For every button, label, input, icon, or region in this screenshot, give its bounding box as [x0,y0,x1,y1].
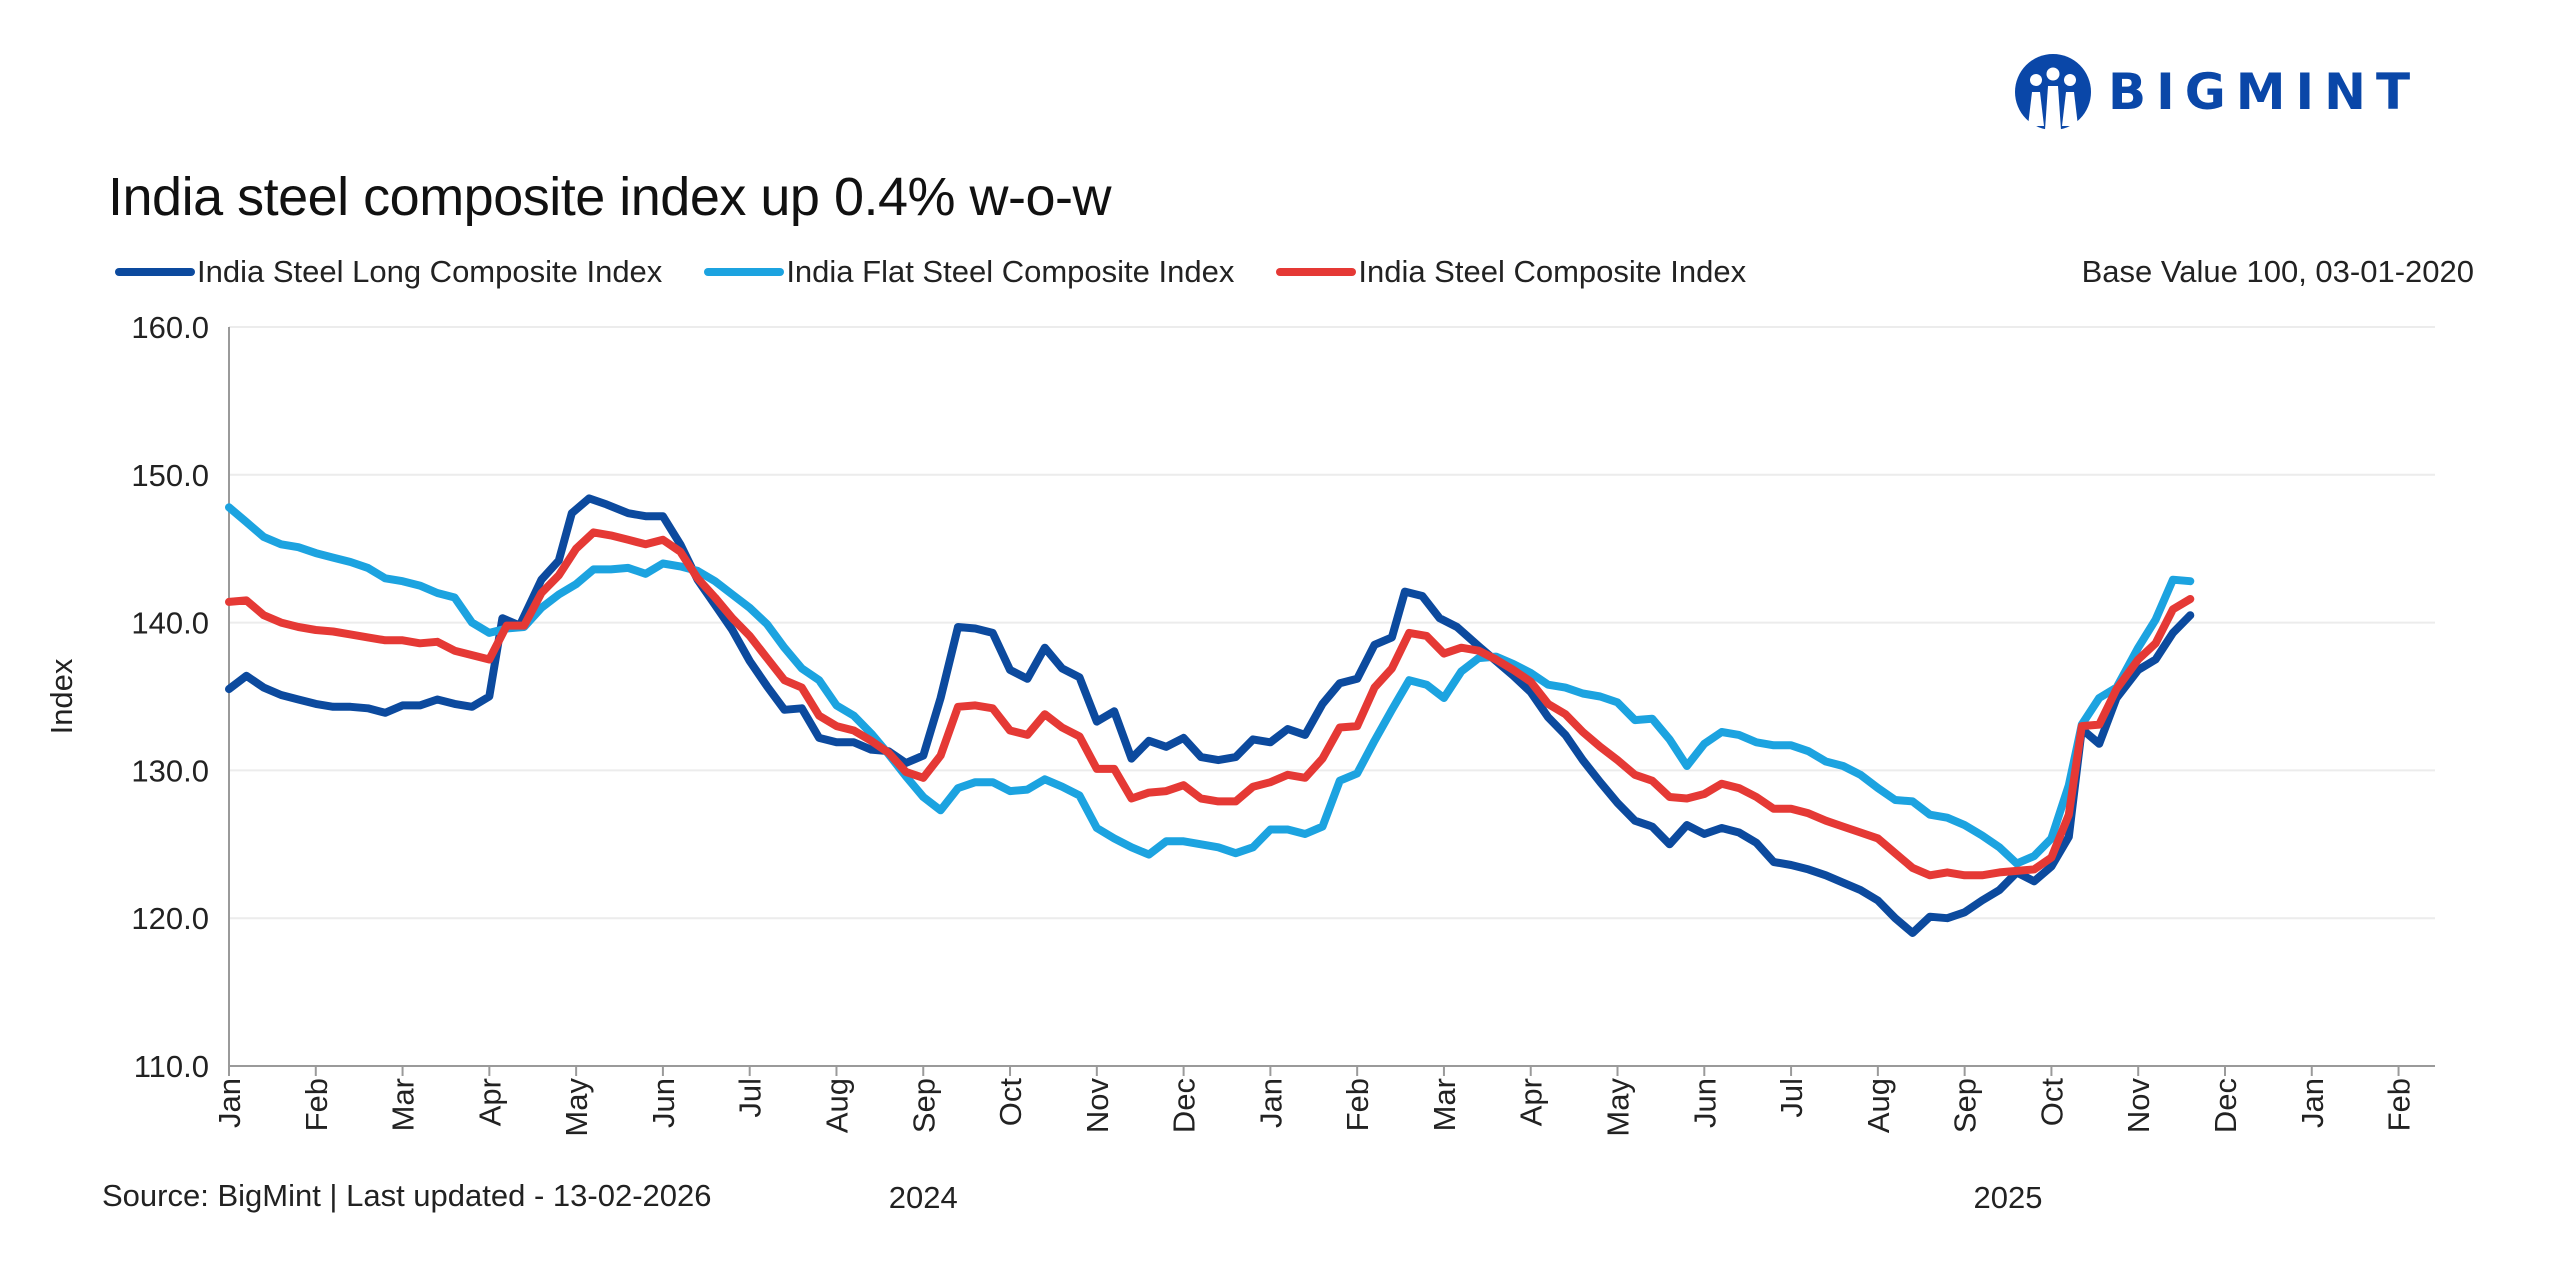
x-tick-label: Mar [386,1078,421,1131]
x-tick-label: Dec [1167,1078,1202,1133]
bigmint-people-logo-icon [2015,54,2091,130]
y-tick-label: 140.0 [131,606,209,641]
series-line-2 [225,503,2195,868]
legend-swatch [704,268,785,276]
x-tick-label: Oct [2034,1078,2069,1127]
x-tick-label: Feb [1340,1078,1375,1131]
x-tick-label: Jul [1774,1078,1809,1118]
x-tick-label: Aug [819,1078,854,1133]
x-tick-label: Feb [2382,1078,2417,1131]
x-tick-label: Apr [472,1078,507,1126]
legend-item: India Steel Composite Index [1276,254,1746,290]
x-tick-label: Nov [1080,1078,1115,1134]
bigmint-wordmark: BIGMINT [2108,63,2421,121]
series-lines [225,494,2195,937]
base-value-note: Base Value 100, 03-01-2020 [2081,254,2474,289]
x-tick-label: Jul [733,1078,768,1118]
x-tick-label: Jan [1253,1078,1288,1128]
series-line-3 [225,528,2195,880]
x-tick-label: Mar [1427,1078,1462,1131]
y-tick-label: 110.0 [134,1049,209,1084]
gridlines [229,326,2435,920]
x-tick-label: Nov [2121,1078,2156,1134]
axes [228,327,2435,1076]
x-tick-label: Sep [906,1078,941,1133]
x-tick-label: May [1601,1078,1636,1137]
x-tick-label: Jun [1687,1078,1722,1128]
y-tick-label: 120.0 [131,901,209,936]
series-line-1 [225,494,2195,937]
source-note: Source: BigMint | Last updated - 13-02-2… [102,1178,712,1213]
legend-label: India Steel Composite Index [1358,254,1747,289]
legend-swatch [115,268,195,276]
x-tick-label: Feb [299,1078,334,1131]
y-tick-label: 160.0 [131,310,209,345]
x-tick-label: Jun [646,1078,681,1128]
chart-legend: India Steel Long Composite Index India Fl… [115,252,1788,292]
y-tick-label: 130.0 [131,753,209,788]
x-tick-label: Sep [1948,1078,1983,1133]
x-year-label: 2025 [1974,1180,2043,1215]
axis-labels: 110.0 120.0 130.0 140.0 150.0 160.0 Index Jan Fe… [44,310,2417,1215]
legend-item: India Steel Long Composite Index [115,254,662,290]
y-tick-label: 150.0 [131,458,209,493]
legend-label: India Flat Steel Composite Index [786,254,1235,289]
legend-item: India Flat Steel Composite Index [704,254,1234,290]
x-tick-label: Jan [212,1078,247,1128]
bigmint-logo: BIGMINT [2010,52,2420,132]
legend-swatch [1276,268,1357,276]
x-tick-label: Dec [2208,1078,2243,1133]
x-tick-label: May [559,1078,594,1137]
x-tick-label: Jan [2295,1078,2330,1128]
y-axis-title: Index [44,658,79,734]
x-tick-label: Apr [1514,1078,1549,1126]
x-tick-label: Oct [993,1078,1028,1127]
legend-label: India Steel Long Composite Index [197,254,663,289]
chart-title: India steel composite index up 0.4% w-o-… [108,167,1112,227]
x-tick-label: Aug [1861,1078,1896,1133]
x-year-label: 2024 [889,1180,958,1215]
